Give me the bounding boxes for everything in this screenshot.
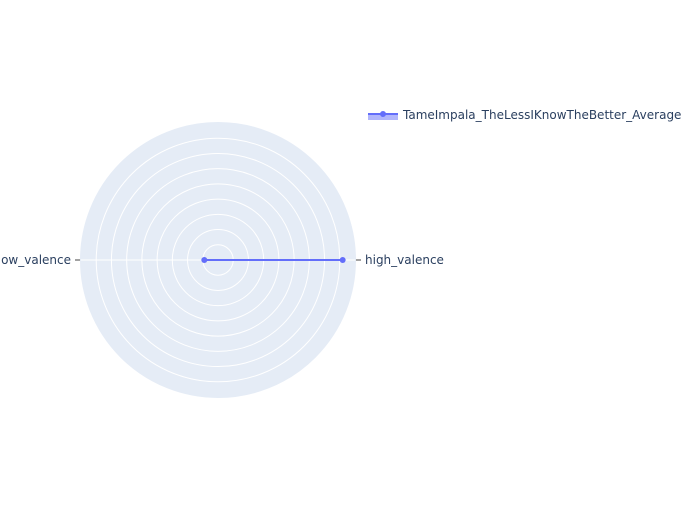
- legend-marker: [380, 111, 386, 117]
- angular-axis: high_valence low_valence: [0, 253, 444, 267]
- angular-tick-label-high_valence: high_valence: [365, 253, 444, 267]
- series-point-high_valence: [339, 257, 346, 263]
- series-point-low_valence: [201, 257, 208, 263]
- angular-tick-label-low_valence: low_valence: [0, 253, 71, 267]
- legend: TameImpala_TheLessIKnowTheBetter_Average: [368, 108, 681, 122]
- series-layer: [201, 257, 346, 263]
- legend-label: TameImpala_TheLessIKnowTheBetter_Average: [402, 108, 681, 122]
